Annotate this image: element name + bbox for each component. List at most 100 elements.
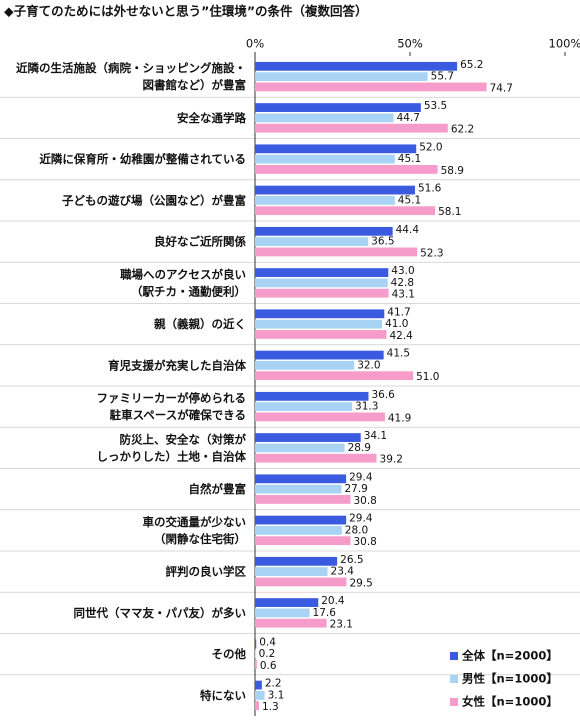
- value-label: 42.4: [389, 330, 413, 342]
- category-label: 職場へのアクセスが良い （駅チカ・通勤便利）: [120, 267, 246, 298]
- category-label: 近隣に保育所・幼稚園が整備されている: [39, 152, 246, 166]
- value-label: 52.3: [420, 247, 443, 259]
- bar: [255, 206, 436, 216]
- category-label: 親（義親）の近く: [154, 317, 246, 331]
- value-label: 52.0: [419, 141, 442, 153]
- value-label: 30.8: [353, 536, 376, 548]
- value-label: 41.0: [385, 318, 408, 330]
- value-label: 31.3: [355, 401, 378, 413]
- bar: [255, 185, 415, 195]
- value-label: 45.1: [398, 153, 421, 165]
- category-label: 車の交通量が少ない （閑静な住宅街）: [143, 514, 247, 545]
- value-label: 41.9: [388, 412, 411, 424]
- category-line: 自然が豊富: [189, 482, 247, 496]
- value-label: 0.6: [260, 660, 277, 672]
- value-label: 28.0: [345, 524, 368, 536]
- bar: [255, 649, 256, 659]
- category-line: （駅チカ・通勤便利）: [131, 284, 246, 298]
- value-label: 55.7: [431, 71, 454, 83]
- category-line: 良好なご近所関係: [154, 234, 246, 248]
- bar: [255, 195, 395, 205]
- bar: [255, 268, 389, 277]
- bar: [255, 61, 458, 71]
- legend-label: 男性【n=1000】: [462, 672, 558, 686]
- bar: [255, 495, 351, 504]
- value-label: 0.4: [259, 636, 276, 648]
- bar: [255, 226, 393, 236]
- value-label: 58.9: [441, 165, 464, 177]
- bar: [255, 319, 383, 329]
- category-label: その他: [212, 647, 247, 661]
- category-label: 特にない: [200, 688, 246, 702]
- category-label: 育児支援が充実した自治体: [108, 358, 246, 372]
- chart-title: ◆子育てのためには外せないと思う”住環境”の条件（複数回答）: [4, 4, 368, 19]
- value-label: 32.0: [357, 359, 380, 371]
- value-label: 43.1: [392, 289, 415, 301]
- bar: [255, 433, 361, 442]
- value-label: 51.6: [418, 183, 442, 195]
- category-line: （閑静な住宅街）: [154, 531, 246, 545]
- value-label: 23.1: [330, 619, 353, 631]
- bar: [255, 660, 257, 669]
- bar: [255, 556, 338, 566]
- category-line: ファミリーカーが停められる: [97, 391, 247, 405]
- value-label: 53.5: [424, 100, 447, 112]
- value-label: 44.7: [397, 112, 420, 124]
- bar: [255, 154, 395, 164]
- category-line: 近隣の生活施設（病院・ショッピング施設・: [16, 61, 246, 75]
- legend-label: 女性【n=1000】: [462, 695, 558, 709]
- bar: [255, 639, 257, 649]
- bar: [255, 278, 388, 288]
- value-label: 20.4: [321, 595, 345, 607]
- value-label: 29.5: [349, 577, 372, 589]
- category-line: 特にない: [200, 688, 246, 702]
- value-label: 1.3: [262, 701, 279, 713]
- value-label: 0.2: [259, 648, 276, 660]
- category-label: 自然が豊富: [189, 482, 247, 496]
- bar: [255, 536, 351, 546]
- bar: [255, 371, 414, 381]
- bar: [255, 72, 428, 82]
- value-label: 44.4: [396, 224, 420, 236]
- legend-label: 全体【n=2000】: [461, 649, 558, 663]
- value-label: 23.4: [331, 566, 355, 578]
- category-line: 図書館など）が豊富: [143, 78, 247, 92]
- bar: [255, 360, 355, 370]
- bar: [255, 690, 265, 700]
- value-label: 42.8: [391, 277, 414, 289]
- value-label: 26.5: [340, 554, 363, 566]
- bar: [255, 598, 319, 607]
- bar: [255, 309, 385, 319]
- value-label: 62.2: [451, 124, 474, 136]
- bar: [255, 443, 345, 453]
- value-label: 43.0: [391, 265, 414, 277]
- value-label: 65.2: [460, 59, 483, 71]
- value-label: 36.6: [371, 389, 395, 401]
- category-line: 親（義親）の近く: [154, 317, 246, 331]
- bar: [255, 144, 417, 154]
- value-label: 34.1: [364, 430, 387, 442]
- value-label: 41.7: [387, 306, 410, 318]
- bar: [255, 391, 369, 401]
- bar: [255, 680, 262, 690]
- value-label: 39.2: [380, 454, 403, 466]
- category-label: 評判の良い学区: [166, 564, 247, 578]
- bar: [255, 567, 328, 577]
- value-label: 29.4: [349, 513, 373, 525]
- bar: [255, 484, 342, 494]
- category-line: 職場へのアクセスが良い: [120, 267, 246, 281]
- category-line: 防災上、安全な（対策が: [120, 432, 247, 446]
- category-line: 安全な通学路: [177, 110, 246, 124]
- bar: [255, 103, 421, 112]
- category-line: 評判の良い学区: [166, 564, 247, 578]
- value-label: 30.8: [353, 495, 376, 507]
- category-label: 近隣の生活施設（病院・ショッピング施設・図書館など）が豊富: [16, 61, 246, 92]
- bar: [255, 577, 347, 587]
- category-line: 同世代（ママ友・パパ友）が多い: [74, 605, 247, 619]
- bar: [255, 608, 310, 618]
- bar: [255, 515, 347, 525]
- category-line: その他: [212, 647, 247, 661]
- value-label: 2.2: [265, 678, 282, 690]
- bar: [255, 123, 448, 133]
